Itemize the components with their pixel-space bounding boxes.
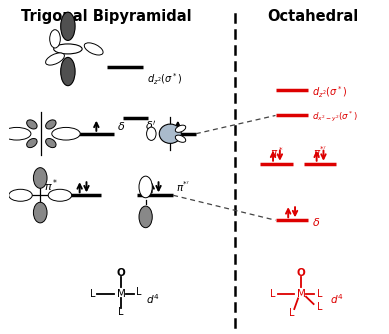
Text: O: O — [117, 269, 125, 279]
Ellipse shape — [147, 127, 156, 140]
Ellipse shape — [33, 168, 47, 188]
Ellipse shape — [52, 127, 80, 140]
Text: L: L — [289, 308, 294, 318]
Text: $\pi^*$: $\pi^*$ — [44, 177, 58, 194]
Ellipse shape — [139, 176, 152, 198]
Text: L: L — [317, 289, 322, 299]
Text: $d_{z^2}(\sigma^*)$: $d_{z^2}(\sigma^*)$ — [312, 85, 348, 100]
Ellipse shape — [27, 139, 37, 148]
Ellipse shape — [46, 139, 56, 148]
Text: $\pi^*$: $\pi^*$ — [270, 145, 283, 159]
Ellipse shape — [175, 135, 186, 142]
Text: $\delta$: $\delta$ — [312, 216, 320, 228]
Text: $\pi^{*'}$: $\pi^{*'}$ — [313, 145, 327, 159]
Ellipse shape — [84, 43, 103, 55]
Text: O: O — [297, 269, 305, 279]
Ellipse shape — [48, 189, 72, 201]
Text: L: L — [317, 302, 322, 312]
Text: $\delta$: $\delta$ — [117, 121, 126, 132]
Text: $d^4$: $d^4$ — [329, 292, 343, 306]
Text: M: M — [117, 289, 125, 299]
Text: $d^4$: $d^4$ — [145, 292, 159, 306]
Text: $\pi^{*'}$: $\pi^{*'}$ — [176, 180, 190, 194]
Ellipse shape — [27, 120, 37, 129]
Text: M: M — [297, 289, 305, 299]
Ellipse shape — [33, 202, 47, 223]
Ellipse shape — [61, 57, 75, 86]
Text: Trigonal Bipyramidal: Trigonal Bipyramidal — [21, 9, 191, 24]
Text: $d_{z^2}(\sigma^*)$: $d_{z^2}(\sigma^*)$ — [147, 71, 182, 87]
Text: $d_{x^2-y^2}(\sigma^*)$: $d_{x^2-y^2}(\sigma^*)$ — [312, 110, 358, 124]
Ellipse shape — [50, 30, 60, 48]
Ellipse shape — [54, 44, 82, 54]
Text: L: L — [137, 287, 142, 297]
Ellipse shape — [46, 53, 65, 65]
Ellipse shape — [139, 206, 152, 228]
Ellipse shape — [2, 127, 31, 140]
Ellipse shape — [175, 125, 186, 132]
Ellipse shape — [159, 124, 181, 143]
Ellipse shape — [46, 120, 56, 129]
Text: Octahedral: Octahedral — [267, 9, 358, 24]
Text: $\delta'$: $\delta'$ — [145, 120, 156, 132]
Ellipse shape — [61, 12, 75, 40]
Text: L: L — [90, 289, 95, 299]
Text: L: L — [118, 307, 124, 317]
Text: L: L — [270, 289, 275, 299]
Ellipse shape — [9, 189, 32, 201]
